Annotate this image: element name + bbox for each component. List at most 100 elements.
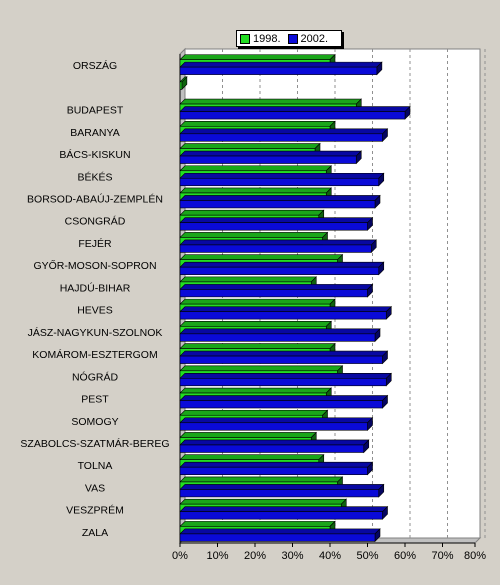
bar-1998-top (179, 276, 317, 283)
x-tick-label: 60% (394, 550, 416, 562)
bar-2002-top (179, 528, 381, 535)
bar-2002 (179, 444, 365, 453)
bar-1998-top (179, 343, 336, 349)
bar-1998-top (179, 209, 325, 216)
y-category-label: FEJÉR (78, 237, 112, 250)
bar-2002 (179, 466, 368, 476)
bar-2002 (179, 377, 387, 387)
bar-2002-top (179, 261, 385, 268)
bar-2002-top (179, 350, 389, 357)
bar-2002 (179, 133, 383, 142)
bar-1998-top (179, 432, 317, 438)
bar-2002-top (179, 461, 374, 468)
bar-2002-top (179, 306, 392, 312)
bar-1998-top (179, 409, 329, 416)
bar-2002-top (179, 128, 389, 135)
x-tick-label: 10% (206, 550, 228, 562)
y-category-label: GYŐR-MOSON-SOPRON (33, 258, 156, 272)
y-category-label: CSONGRÁD (65, 215, 126, 228)
bar-1998-top (179, 143, 321, 149)
x-tick-label: 30% (281, 550, 303, 562)
bar-1998 (179, 81, 183, 90)
legend-swatch-1998 (240, 33, 250, 44)
y-category-label: JÁSZ-NAGYKUN-SZOLNOK (28, 326, 163, 339)
y-category-label: PEST (81, 394, 109, 406)
bar-2002 (179, 422, 368, 431)
bar-2002 (179, 289, 368, 298)
bar-2002-top (179, 328, 381, 335)
bar-2002-top (179, 506, 389, 512)
bar-1998-top (179, 98, 362, 105)
x-tick-label: 50% (356, 550, 378, 562)
y-category-label: ZALA (82, 527, 108, 539)
bar-2002 (179, 533, 376, 542)
chart-legend: 1998. 2002. (236, 30, 342, 47)
y-category-label: VAS (85, 482, 105, 494)
legend-swatch-2002 (287, 33, 298, 44)
bar-1998-top (179, 476, 344, 483)
y-category-label: SZABOLCS-SZATMÁR-BEREG (20, 437, 169, 450)
x-tick-label: 0% (172, 550, 188, 562)
bar-2002-top (179, 106, 411, 112)
bar-1998-top (179, 365, 344, 372)
y-category-label: NÓGRÁD (72, 370, 119, 383)
y-category-label: BARANYA (70, 127, 119, 139)
bar-1998-top (179, 120, 336, 127)
bar-2002 (179, 333, 376, 342)
bar-2002-top (179, 484, 385, 490)
bar-2002 (179, 111, 406, 120)
bar-1998-top (179, 387, 332, 394)
y-category-label: BÉKÉS (77, 170, 112, 183)
y-category-label: HAJDÚ-BIHAR (60, 281, 131, 294)
y-category-label: BUDAPEST (67, 105, 124, 117)
y-category-label: SOMOGY (71, 416, 118, 428)
bar-1998-top (179, 521, 336, 527)
bar-1998-top (179, 187, 332, 194)
bar-2002-top (179, 217, 374, 224)
bar-1998-top (179, 454, 325, 461)
y-category-label: BORSOD-ABAÚJ-ZEMPLÉN (27, 192, 163, 205)
x-tick-label: 70% (431, 550, 453, 562)
y-category-label: ORSZÁG (73, 59, 117, 72)
x-tick-label: 20% (244, 550, 266, 562)
bar-1998-top (179, 232, 329, 238)
bar-2002-top (179, 284, 374, 290)
x-tick-label: 40% (319, 550, 341, 562)
y-category-label: HEVES (77, 305, 113, 317)
bar-2002 (179, 244, 372, 253)
bar-2002-top (179, 439, 370, 446)
x-tick-label: 80% (464, 550, 486, 562)
bar-2002-top (179, 372, 392, 379)
bar-1998-top (179, 254, 344, 260)
bar-2002 (179, 155, 357, 164)
bar-2002-top (179, 61, 383, 68)
y-category-label: TOLNA (78, 460, 113, 472)
bar-2002-top (179, 150, 362, 157)
bar-2002 (179, 400, 383, 409)
bar-2002 (179, 489, 380, 498)
bar-2002-top (179, 417, 374, 424)
bar-1998-top (179, 54, 336, 60)
bar-1998-top (179, 498, 347, 505)
bar-2002 (179, 222, 368, 231)
legend-label-1998: 1998. (253, 32, 281, 45)
bar-2002-top (179, 172, 385, 179)
bar-2002 (179, 66, 378, 75)
bar-1998-top (179, 298, 336, 305)
bar-2002 (179, 355, 383, 364)
bar-2002-top (179, 195, 381, 201)
legend-label-2002: 2002. (300, 32, 329, 45)
bar-1998-top (179, 165, 332, 172)
y-category-label: KOMÁROM-ESZTERGOM (32, 348, 157, 361)
bar-2002-top (179, 395, 389, 401)
bar-2002 (179, 266, 380, 275)
bar-2002 (179, 511, 383, 520)
bar-2002 (179, 200, 376, 209)
bar-2002 (179, 177, 380, 187)
y-category-label: BÁCS-KISKUN (59, 148, 130, 161)
bar-2002-top (179, 239, 377, 246)
bar-2002 (179, 311, 387, 320)
bar-1998-top (179, 321, 332, 327)
